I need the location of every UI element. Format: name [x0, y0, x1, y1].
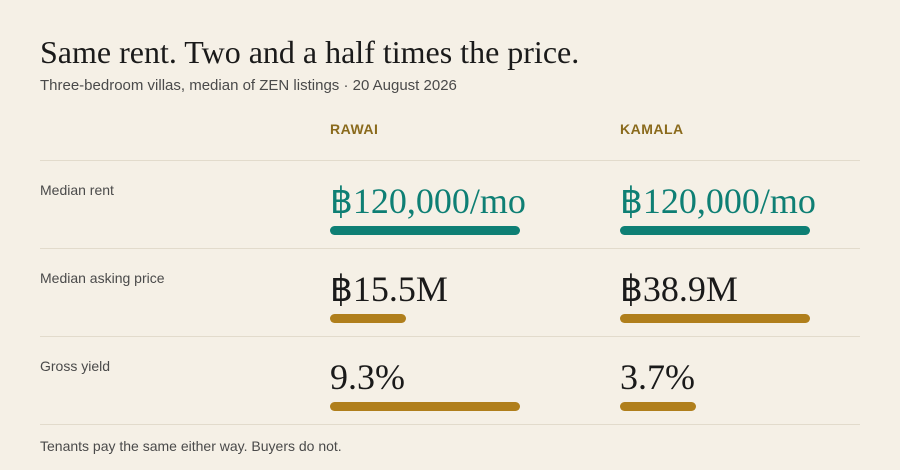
row-label-median-rent: Median rent: [40, 182, 114, 198]
column-header-rawai: RAWAI: [330, 121, 379, 137]
page-subtitle: Three-bedroom villas, median of ZEN list…: [40, 77, 457, 94]
bar-rawai-gross-yield: [330, 402, 520, 411]
bar-kamala-median-rent: [620, 226, 810, 235]
value-rawai-median-asking-price: ฿15.5M: [330, 269, 448, 309]
value-kamala-median-rent: ฿120,000/mo: [620, 181, 816, 221]
footer-note: Tenants pay the same either way. Buyers …: [40, 438, 342, 454]
divider: [40, 336, 860, 337]
bar-rawai-median-asking-price: [330, 314, 406, 323]
value-kamala-median-asking-price: ฿38.9M: [620, 269, 738, 309]
column-header-kamala: KAMALA: [620, 121, 684, 137]
value-rawai-median-rent: ฿120,000/mo: [330, 181, 526, 221]
row-label-median-asking-price: Median asking price: [40, 270, 165, 286]
page-title: Same rent. Two and a half times the pric…: [40, 34, 580, 70]
divider: [40, 160, 860, 161]
bar-rawai-median-rent: [330, 226, 520, 235]
value-kamala-gross-yield: 3.7%: [620, 357, 695, 397]
divider: [40, 248, 860, 249]
value-rawai-gross-yield: 9.3%: [330, 357, 405, 397]
row-label-gross-yield: Gross yield: [40, 358, 111, 374]
divider: [40, 424, 860, 425]
bar-kamala-gross-yield: [620, 402, 696, 411]
bar-kamala-median-asking-price: [620, 314, 810, 323]
